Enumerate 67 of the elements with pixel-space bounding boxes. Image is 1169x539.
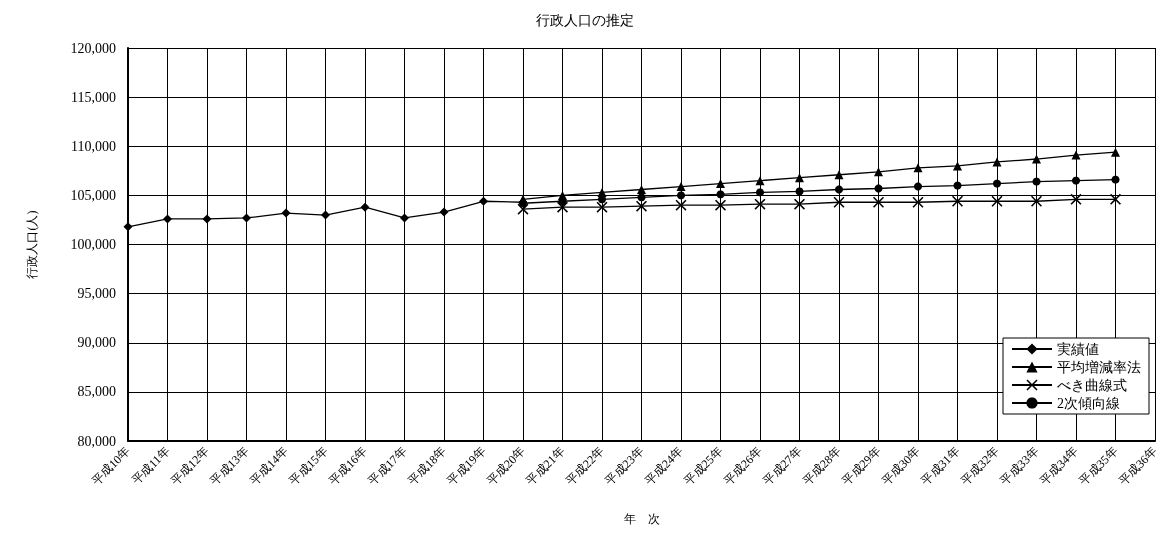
point [991,195,1003,207]
legend-label: 2次傾向線 [1057,395,1120,411]
y-tick-label: 115,000 [71,89,116,105]
point [874,184,883,193]
y-tick-label: 110,000 [71,138,116,154]
point [993,179,1001,188]
point [636,200,647,212]
legend-label: 平均増減率法 [1057,358,1141,375]
point [795,187,804,196]
x-axis-title: 年 次 [623,512,660,526]
y-tick-label: 90,000 [77,335,116,351]
point [675,199,687,211]
point [439,207,449,217]
chart-title: 行政人口の推定 [535,12,634,28]
point [1032,177,1041,186]
point [517,203,529,215]
point [321,210,330,220]
point [754,198,766,210]
point [873,196,884,208]
point [1110,193,1121,205]
point [716,179,725,189]
point [715,199,726,211]
legend-label: 実績値 [1057,341,1099,357]
y-tick-label: 100,000 [70,237,116,252]
point [1031,195,1042,207]
point [912,196,924,208]
y-tick-label: 95,000 [77,286,116,302]
point [677,191,685,200]
point [794,198,805,210]
point [597,187,607,197]
point [1072,176,1080,185]
point [755,176,765,186]
point [360,202,370,212]
point [400,213,409,223]
point [835,185,843,194]
point [795,173,804,183]
y-tick-label: 80,000 [77,433,116,449]
point [1071,150,1081,160]
point [716,190,725,199]
y-axis-title: 行政人口(人) [25,210,39,279]
point [1032,154,1041,164]
point [123,222,133,232]
x-tick-label: 平成36年 [1116,444,1160,488]
y-tick-label: 105,000 [70,187,116,203]
y-tick-label: 85,000 [77,384,116,400]
point [202,214,212,224]
point [874,167,883,177]
point [953,161,962,171]
point [953,181,962,190]
y-tick-label: 120,000 [70,40,116,56]
point [1111,175,1120,184]
point [952,195,963,207]
point [596,201,608,213]
point [281,208,291,218]
point [637,193,646,202]
point [834,170,844,180]
point [676,182,686,192]
legend-label: べき曲線式 [1057,377,1127,393]
point [992,157,1002,167]
point [242,213,251,223]
point [833,196,845,208]
point [479,196,488,206]
point [914,182,922,191]
point [1070,193,1082,205]
point [913,163,923,173]
point [756,188,764,197]
point [163,214,172,224]
